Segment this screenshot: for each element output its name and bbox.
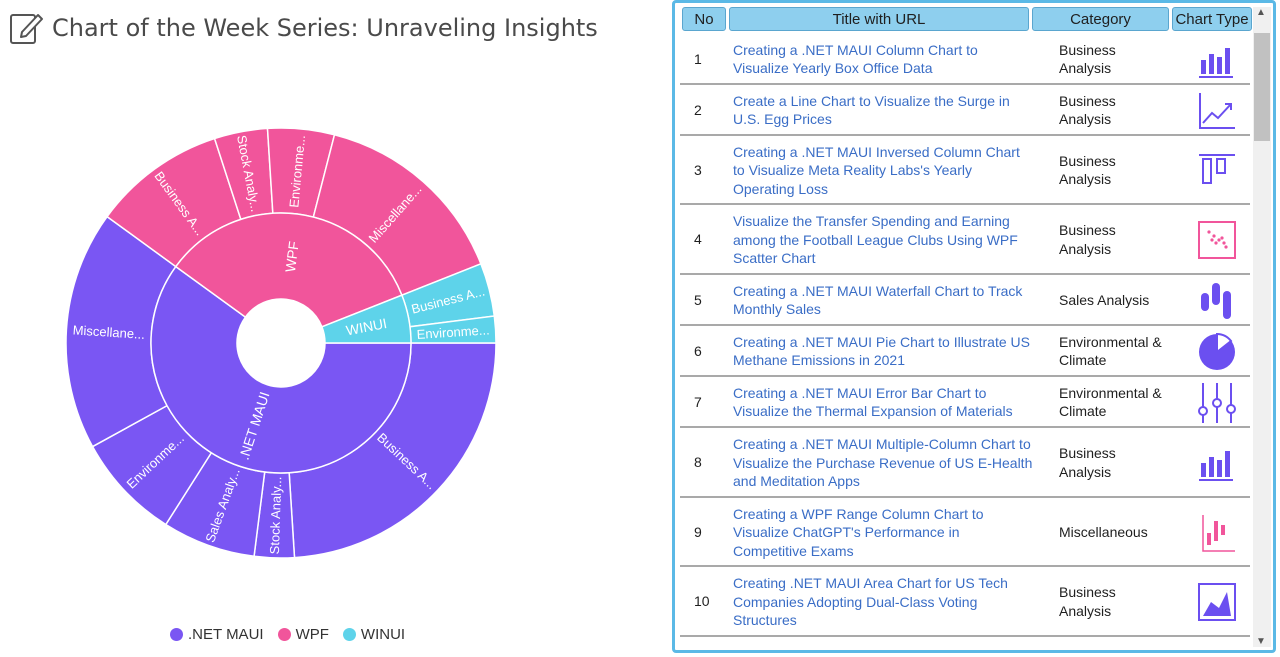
legend-item-wpf[interactable]: WPF [277,626,329,643]
scatter-chart-icon [1198,221,1236,259]
inversed-column-chart-icon [1199,153,1235,184]
table-row[interactable]: 5 Creating a .NET MAUI Waterfall Chart to… [680,275,1250,326]
area-chart-icon [1198,583,1236,621]
pie-chart-icon [1199,332,1235,370]
table-row[interactable]: 4 Visualize the Transfer Spending and Ear… [680,205,1250,275]
legend-marker [170,628,183,641]
outer-ring-label: Stock Analy... [267,476,284,554]
row-category: Business Analysis [1059,584,1116,619]
legend-label: WINUI [360,626,406,643]
row-title-link[interactable]: Create a Line Chart to Visualize the Sur… [733,92,1010,128]
inner-ring-segment[interactable] [150,265,412,474]
sunburst-chart: Business A...Stock Analy...Sales Analy..… [65,127,497,559]
row-category: Business Analysis [1059,445,1116,480]
row-number: 5 [694,291,702,308]
inner-ring-segment[interactable] [174,212,403,328]
table-row[interactable]: 7 Creating a .NET MAUI Error Bar Chart to… [680,377,1250,428]
outer-ring-label: Miscellane... [72,322,145,342]
header-no[interactable]: No [682,7,726,31]
range-column-chart-icon [1202,514,1235,552]
row-number: 6 [694,342,702,359]
legend-label: .NET MAUI [188,626,264,643]
row-category: Business Analysis [1059,41,1116,77]
legend-item-net-maui[interactable]: .NET MAUI [170,626,264,643]
line-chart-icon [1199,92,1235,129]
page-header: Chart of the Week Series: Unraveling Ins… [8,8,598,48]
row-number: 8 [694,454,702,470]
row-number: 10 [694,593,710,609]
legend-label: WPF [295,626,329,643]
inner-ring-segment[interactable] [320,294,412,344]
waterfall-chart-icon [1201,282,1231,319]
row-number: 1 [694,50,702,67]
error-bar-chart-icon [1198,382,1236,423]
table-row[interactable]: 9 Creating a WPF Range Column Chart to Vi… [680,498,1250,567]
legend-marker [277,628,291,641]
table-row[interactable]: 2 Create a Line Chart to Visualize the Su… [680,85,1250,136]
scroll-up-icon[interactable]: ▲ [1256,7,1266,18]
table-row[interactable]: 3 Creating a .NET MAUI Inversed Column Ch… [680,136,1250,205]
table-row[interactable]: 8 Creating a .NET MAUI Multiple-Column Ch… [680,428,1250,498]
chart-list-grid: No Title with URL Category Chart Type 1 C… [672,0,1276,653]
row-number: 3 [694,161,702,178]
legend-item-winui[interactable]: WINUI [342,626,406,643]
row-title-link[interactable]: Creating .NET MAUI Area Chart for US Tec… [733,575,1008,629]
scroll-down-icon[interactable]: ▼ [1256,636,1266,647]
row-title-link[interactable]: Creating a .NET MAUI Waterfall Chart to … [733,282,1023,318]
row-title-link[interactable]: Creating a .NET MAUI Column Chart to Vis… [733,41,978,77]
row-title-link[interactable]: Creating a .NET MAUI Multiple-Column Cha… [733,436,1033,490]
outer-ring-label: Environme... [286,134,308,208]
table-row[interactable]: 6 Creating a .NET MAUI Pie Chart to Illus… [680,326,1250,377]
legend-marker [342,628,356,641]
row-title-link[interactable]: Creating a .NET MAUI Error Bar Chart to … [733,384,1013,420]
row-title-link[interactable]: Creating a .NET MAUI Pie Chart to Illust… [733,333,1030,369]
header-chart-type[interactable]: Chart Type [1172,7,1252,31]
row-title-link[interactable]: Creating a .NET MAUI Inversed Column Cha… [733,143,1020,197]
row-number: 4 [694,231,702,247]
table-row[interactable]: 10 Creating .NET MAUI Area Chart for US T… [680,567,1250,637]
edit-document-icon [10,14,43,44]
multiple-column-chart-icon [1199,451,1233,481]
row-title-link[interactable]: Creating a WPF Range Column Chart to Vis… [733,505,984,559]
inner-ring-label: WINUI [345,315,388,338]
inner-ring-label: WPF [282,240,302,273]
row-number: 9 [694,523,702,540]
header-category[interactable]: Category [1032,7,1169,31]
row-title-link[interactable]: Visualize the Transfer Spending and Earn… [733,213,1018,267]
page-title: Chart of the Week Series: Unraveling Ins… [52,14,598,42]
column-chart-icon [1199,47,1233,78]
row-category: Business Analysis [1059,92,1116,128]
row-category: Business Analysis [1059,152,1116,188]
row-category: Sales Analysis [1059,292,1150,309]
row-category: Miscellaneous [1059,524,1148,541]
header-title[interactable]: Title with URL [729,7,1029,31]
row-number: 7 [694,393,702,410]
row-category: Business Analysis [1059,222,1116,257]
row-number: 2 [694,101,702,118]
row-category: Environmental & Climate [1059,384,1162,420]
outer-ring-label: Environme... [416,322,490,342]
vertical-scrollbar[interactable]: ▲ ▼ [1253,7,1271,647]
chart-legend: .NET MAUI WPF WINUI [170,626,405,643]
row-category: Environmental & Climate [1059,333,1162,369]
scrollbar-thumb[interactable] [1254,33,1270,141]
table-row[interactable]: 1 Creating a .NET MAUI Column Chart to Vi… [680,34,1250,85]
